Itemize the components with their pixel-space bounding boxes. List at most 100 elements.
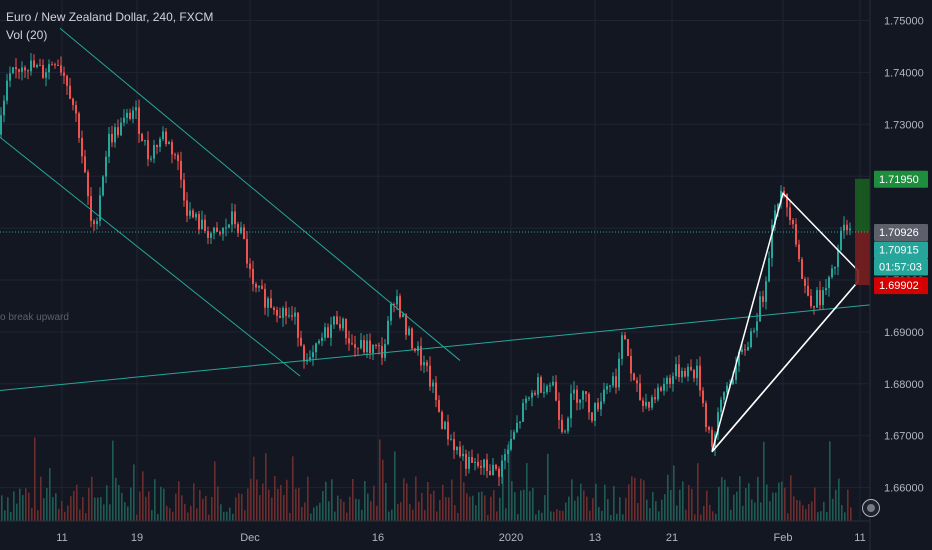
candle-body [357,347,359,349]
candle-body [774,210,776,225]
volume-bar [388,511,390,521]
volume-bar [4,510,6,521]
volume-bar [19,488,21,521]
candle-body [639,383,641,401]
volume-bar [706,490,708,521]
volume-bar [583,490,585,521]
volume-bar [211,496,213,521]
volume-indicator-label[interactable]: Vol (20) [6,28,48,42]
volume-bar [739,476,741,521]
candle-body [90,196,92,221]
volume-bar [394,451,396,521]
candle-body [567,418,569,432]
candle-body [258,285,260,288]
volume-bar [403,478,405,521]
volume-bar [661,499,663,521]
candle-body [207,230,209,238]
volume-bar [82,496,84,521]
volume-bar [100,496,102,521]
candle-body [291,315,293,317]
settings-icon[interactable] [862,499,880,517]
candle-body [297,312,299,338]
volume-bar [160,486,162,521]
volume-bar [640,478,642,521]
candle-body [624,335,626,340]
candle-body [663,383,665,391]
candle-body [429,365,431,387]
volume-bar [514,492,516,521]
candle-body [687,366,689,377]
volume-bar [766,484,768,521]
volume-bar [25,488,27,521]
volume-bar [598,506,600,521]
candle-body [198,214,200,230]
stop-price-label: 1.69902 [879,280,919,292]
candle-body [804,278,806,286]
candle-body [174,154,176,156]
volume-bar [580,483,582,521]
candle-body [792,220,794,225]
candle-body [315,343,317,353]
candle-body [72,98,74,106]
candle-body [702,390,704,404]
candle-body [657,387,659,400]
candle-body [474,461,476,463]
volume-bar [769,501,771,521]
candle-body [507,449,509,455]
candle-body [60,65,62,73]
candle-body [21,67,23,72]
volume-bar [451,479,453,521]
y-tick-label: 1.73000 [884,119,924,131]
candle-body [213,227,215,234]
candle-body [75,105,77,114]
candle-body [588,393,590,413]
volume-bar [130,487,132,521]
volume-bar [118,485,120,521]
volume-bar [796,499,798,521]
volume-bar [202,498,204,521]
x-tick-label: 13 [589,532,601,544]
volume-bar [52,497,54,521]
symbol-title[interactable]: Euro / New Zealand Dollar, 240, FXCM [6,10,214,24]
volume-bar [283,494,285,521]
volume-bar [745,488,747,521]
candle-body [417,346,419,351]
volume-bar [397,503,399,521]
candle-body [237,224,239,234]
candle-body [495,464,497,469]
candle-body [66,75,68,86]
candle-body [363,340,365,353]
candle-body [741,349,743,352]
candle-body [780,190,782,205]
candle-body [483,459,485,468]
volume-bar [481,491,483,521]
volume-bar [295,488,297,521]
volume-bar [244,510,246,521]
volume-bar [40,476,42,521]
volume-bar [628,484,630,521]
volume-bar [367,493,369,521]
candle-body [216,227,218,232]
volume-bar [13,491,15,521]
volume-bar [364,480,366,521]
volume-bar [622,514,624,521]
volume-bar [85,513,87,521]
candle-body [288,315,290,317]
volume-bar [685,509,687,521]
volume-bar [601,510,603,521]
candle-body [147,140,149,160]
candle-body [660,387,662,391]
target-zone [855,178,870,232]
candle-body [546,386,548,393]
candle-body [432,382,434,387]
candle-body [600,401,602,410]
candle-body [96,220,98,225]
volume-bar [487,514,489,521]
candle-body [195,214,197,218]
volume-bar [151,509,153,521]
y-tick-label: 1.67000 [884,431,924,443]
volume-bar [715,513,717,521]
bar-countdown-label-bg [874,258,928,276]
volume-bar [472,495,474,521]
